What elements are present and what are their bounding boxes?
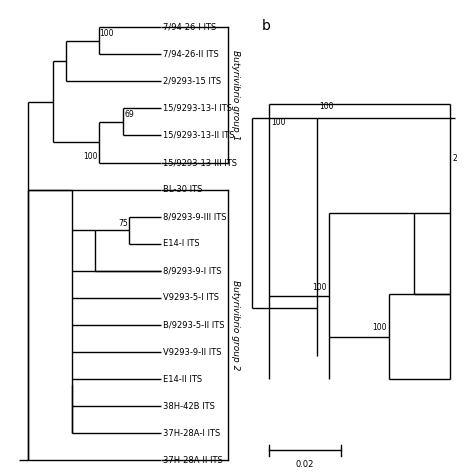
Text: 38H-42B ITS: 38H-42B ITS <box>163 402 215 411</box>
Text: Butyrivibrio group 2: Butyrivibrio group 2 <box>231 280 240 370</box>
Text: 37H-28A-II ITS: 37H-28A-II ITS <box>163 456 223 465</box>
Text: 8/9293-9-III ITS: 8/9293-9-III ITS <box>163 212 227 221</box>
Text: Butyrivibrio group 1: Butyrivibrio group 1 <box>231 50 240 140</box>
Text: 7/94-26-II ITS: 7/94-26-II ITS <box>163 50 219 59</box>
Text: 2/9293-15 ITS: 2/9293-15 ITS <box>163 77 221 86</box>
Text: 15/9293-13-III ITS: 15/9293-13-III ITS <box>163 158 237 167</box>
Text: E14-II ITS: E14-II ITS <box>163 375 202 383</box>
Text: 75: 75 <box>118 219 128 228</box>
Text: V9293-5-I ITS: V9293-5-I ITS <box>163 293 219 302</box>
Text: 100: 100 <box>373 323 387 332</box>
Text: 100: 100 <box>100 29 114 38</box>
Text: V9293-9-II ITS: V9293-9-II ITS <box>163 347 221 356</box>
Text: 69: 69 <box>124 110 134 119</box>
Text: 100: 100 <box>271 118 285 128</box>
Text: 100: 100 <box>312 283 327 292</box>
Text: 15/9293-13-II ITS: 15/9293-13-II ITS <box>163 131 235 140</box>
Text: 7/94-26-I ITS: 7/94-26-I ITS <box>163 23 216 32</box>
Text: 15/9293-13-I ITS: 15/9293-13-I ITS <box>163 104 232 113</box>
Text: b: b <box>261 19 270 33</box>
Text: BL-30 ITS: BL-30 ITS <box>163 185 202 194</box>
Text: 0.02: 0.02 <box>296 460 314 469</box>
Text: 8/9293-9-I ITS: 8/9293-9-I ITS <box>163 266 221 275</box>
Text: 37H-28A-I ITS: 37H-28A-I ITS <box>163 429 220 438</box>
Text: 100: 100 <box>83 152 98 161</box>
Text: 2: 2 <box>452 155 457 163</box>
Text: 100: 100 <box>319 102 334 111</box>
Text: E14-I ITS: E14-I ITS <box>163 239 200 248</box>
Text: B/9293-5-II ITS: B/9293-5-II ITS <box>163 320 225 329</box>
